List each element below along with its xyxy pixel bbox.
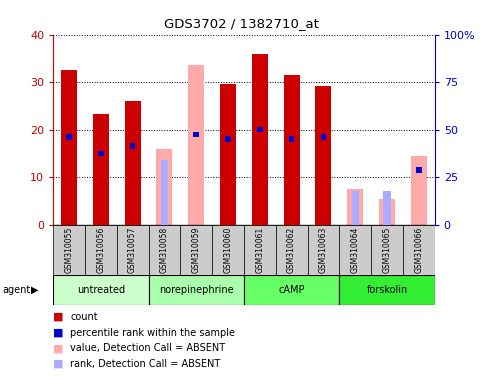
Bar [321,134,326,139]
Bar [276,225,308,275]
Bar [339,225,371,275]
Text: GSM310055: GSM310055 [65,227,73,273]
Text: GSM310060: GSM310060 [224,227,232,273]
Text: GSM310064: GSM310064 [351,227,360,273]
Bar [156,149,172,225]
Text: percentile rank within the sample: percentile rank within the sample [70,328,235,338]
Bar [53,275,149,305]
Bar [411,156,427,225]
Text: GSM310062: GSM310062 [287,227,296,273]
Text: GSM310056: GSM310056 [96,227,105,273]
Text: value, Detection Call = ABSENT: value, Detection Call = ABSENT [70,343,225,353]
Text: ▶: ▶ [31,285,39,295]
Text: untreated: untreated [77,285,125,295]
Bar [117,225,149,275]
Text: GSM310065: GSM310065 [383,227,392,273]
Text: GSM310059: GSM310059 [192,227,201,273]
Bar [85,225,117,275]
Text: rank, Detection Call = ABSENT: rank, Detection Call = ABSENT [70,359,220,369]
Bar [416,167,422,173]
Bar [352,191,359,225]
Text: norepinephrine: norepinephrine [159,285,234,295]
Bar [284,75,299,225]
Bar [149,225,180,275]
Bar [61,70,77,225]
Bar [257,127,263,132]
Text: GDS3702 / 1382710_at: GDS3702 / 1382710_at [164,17,319,30]
Bar [289,136,295,142]
Text: GSM310061: GSM310061 [256,227,264,273]
Bar [225,136,231,142]
Text: ■: ■ [53,328,64,338]
Bar [130,143,135,149]
Bar [371,225,403,275]
Bar [379,199,395,225]
Text: agent: agent [2,285,30,295]
Bar [384,191,391,225]
Bar [66,134,72,139]
Text: GSM310057: GSM310057 [128,227,137,273]
Bar [98,151,104,156]
Bar [244,275,339,305]
Text: GSM310066: GSM310066 [414,227,423,273]
Text: ■: ■ [53,359,64,369]
Bar [252,54,268,225]
Bar [212,225,244,275]
Bar [193,131,199,137]
Bar [149,275,244,305]
Bar [220,84,236,225]
Bar [180,225,212,275]
Text: GSM310063: GSM310063 [319,227,328,273]
Bar [347,189,363,225]
Bar [125,101,141,225]
Text: GSM310058: GSM310058 [160,227,169,273]
Bar [315,86,331,225]
Bar [339,275,435,305]
Text: ■: ■ [53,312,64,322]
Bar [403,225,435,275]
Bar [188,65,204,225]
Bar [244,225,276,275]
Bar [93,114,109,225]
Bar [53,225,85,275]
Text: ■: ■ [53,343,64,353]
Bar [308,225,339,275]
Text: forskolin: forskolin [367,285,408,295]
Bar [161,161,168,225]
Text: cAMP: cAMP [278,285,305,295]
Text: count: count [70,312,98,322]
